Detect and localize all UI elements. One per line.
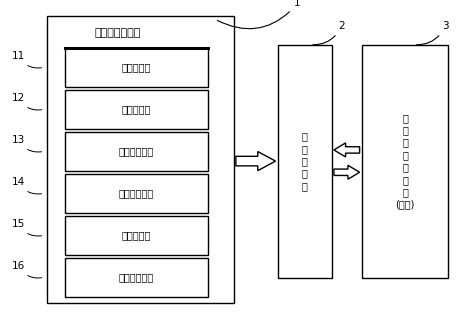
Polygon shape [236,152,276,171]
Bar [65,90,208,129]
Text: 15: 15 [12,219,42,236]
Text: 用户接入层: 用户接入层 [122,62,151,72]
Bar [65,174,208,213]
Text: 3: 3 [417,21,448,45]
Text: 14: 14 [12,177,42,194]
Text: 统
计
分
析
服
务
器
(云端): 统 计 分 析 服 务 器 (云端) [396,113,415,210]
Text: 12: 12 [12,93,42,110]
Bar [47,16,234,303]
Bar [362,45,448,278]
Text: 数据上报模块: 数据上报模块 [119,272,154,282]
Bar [278,45,332,278]
Text: 2: 2 [313,21,345,45]
Text: 家庭宽带子系统: 家庭宽带子系统 [94,28,141,39]
Text: 1: 1 [217,0,301,29]
Text: 可视化模块: 可视化模块 [122,230,151,240]
Bar [65,216,208,255]
Text: 文
件
服
务
器: 文 件 服 务 器 [302,131,308,191]
Polygon shape [334,165,360,179]
Bar [65,48,208,87]
Text: 13: 13 [12,135,42,152]
Text: 11: 11 [12,51,42,68]
Bar [65,258,208,297]
Text: 16: 16 [12,261,42,278]
Text: 宽带截告模块: 宽带截告模块 [119,146,154,156]
Text: 流量、监控: 流量、监控 [122,104,151,114]
Polygon shape [334,143,360,157]
Bar [65,132,208,171]
Text: 宽带告知模块: 宽带告知模块 [119,188,154,198]
